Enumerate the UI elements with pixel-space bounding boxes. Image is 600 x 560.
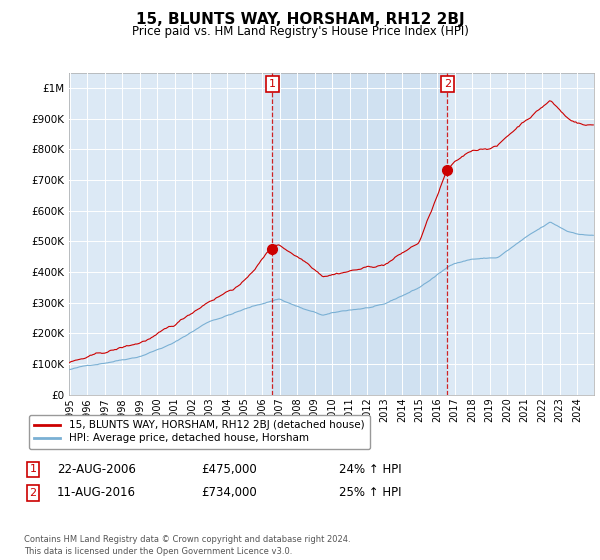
Text: £475,000: £475,000 xyxy=(201,463,257,476)
Text: Price paid vs. HM Land Registry's House Price Index (HPI): Price paid vs. HM Land Registry's House … xyxy=(131,25,469,38)
Bar xyxy=(272,73,448,395)
Text: Contains HM Land Registry data © Crown copyright and database right 2024.
This d: Contains HM Land Registry data © Crown c… xyxy=(24,535,350,556)
Text: 2: 2 xyxy=(444,79,451,89)
Text: 1: 1 xyxy=(29,464,37,474)
Text: 15, BLUNTS WAY, HORSHAM, RH12 2BJ: 15, BLUNTS WAY, HORSHAM, RH12 2BJ xyxy=(136,12,464,27)
Text: 11-AUG-2016: 11-AUG-2016 xyxy=(57,486,136,500)
Text: 25% ↑ HPI: 25% ↑ HPI xyxy=(339,486,401,500)
Text: £734,000: £734,000 xyxy=(201,486,257,500)
Text: 1: 1 xyxy=(269,79,276,89)
Text: 24% ↑ HPI: 24% ↑ HPI xyxy=(339,463,401,476)
Text: 2: 2 xyxy=(29,488,37,498)
Text: 22-AUG-2006: 22-AUG-2006 xyxy=(57,463,136,476)
Legend: 15, BLUNTS WAY, HORSHAM, RH12 2BJ (detached house), HPI: Average price, detached: 15, BLUNTS WAY, HORSHAM, RH12 2BJ (detac… xyxy=(29,415,370,449)
